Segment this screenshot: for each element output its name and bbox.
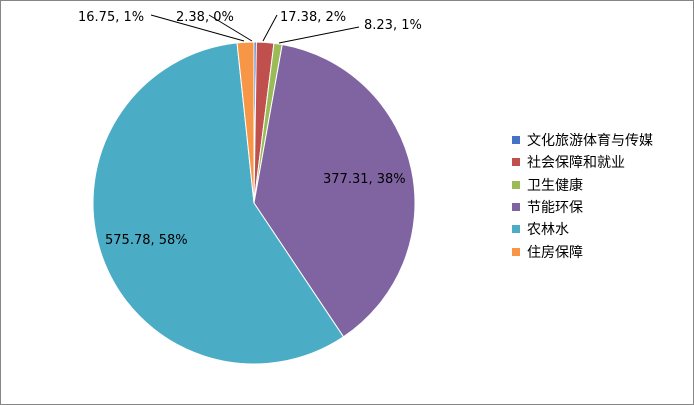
legend-label: 节能环保	[527, 200, 583, 217]
leader-line	[262, 14, 278, 42]
data-label-housing: 16.75, 1%	[78, 10, 144, 25]
pie-slice-housing	[236, 41, 255, 204]
legend-item: 节能环保	[512, 196, 653, 218]
legend-swatch	[512, 203, 520, 212]
legend-swatch	[512, 247, 520, 256]
leader-line	[150, 14, 245, 42]
pie-slice-agriculture	[92, 42, 345, 365]
legend-swatch	[512, 136, 520, 145]
data-label-health: 8.23, 1%	[364, 18, 422, 33]
legend-swatch	[512, 180, 520, 189]
leader-line	[278, 26, 360, 44]
data-label-culture: 2.38, 0%	[176, 10, 234, 25]
legend-item: 住房保障	[512, 240, 653, 262]
legend-item: 农林水	[512, 218, 653, 240]
legend-item: 文化旅游体育与传媒	[512, 129, 653, 151]
legend-label: 住房保障	[527, 244, 583, 261]
legend: 文化旅游体育与传媒 社会保障和就业 卫生健康 节能环保 农林水 住房保障	[512, 129, 653, 263]
legend-label: 农林水	[527, 222, 569, 239]
data-label-agriculture: 575.78, 58%	[105, 233, 188, 248]
legend-item: 卫生健康	[512, 174, 653, 196]
legend-swatch	[512, 225, 520, 234]
legend-label: 文化旅游体育与传媒	[527, 133, 653, 150]
legend-label: 社会保障和就业	[527, 155, 625, 172]
legend-swatch	[512, 158, 520, 167]
data-label-environment: 377.31, 38%	[323, 172, 406, 187]
pie-slice-environment	[253, 43, 416, 338]
legend-item: 社会保障和就业	[512, 151, 653, 173]
data-label-social-security: 17.38, 2%	[280, 10, 346, 25]
leader-line	[208, 14, 253, 42]
legend-label: 卫生健康	[527, 177, 583, 194]
